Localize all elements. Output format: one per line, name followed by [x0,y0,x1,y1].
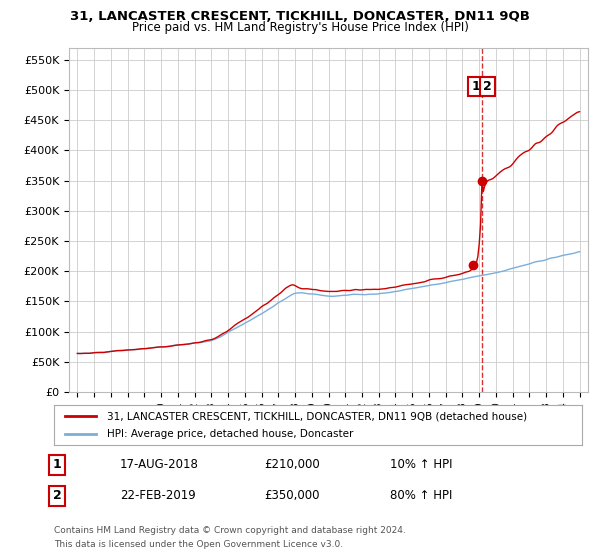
Text: HPI: Average price, detached house, Doncaster: HPI: Average price, detached house, Donc… [107,429,353,439]
Text: 17-AUG-2018: 17-AUG-2018 [120,458,199,472]
Text: £350,000: £350,000 [264,489,320,502]
Text: 31, LANCASTER CRESCENT, TICKHILL, DONCASTER, DN11 9QB (detached house): 31, LANCASTER CRESCENT, TICKHILL, DONCAS… [107,411,527,421]
Text: This data is licensed under the Open Government Licence v3.0.: This data is licensed under the Open Gov… [54,540,343,549]
Text: 22-FEB-2019: 22-FEB-2019 [120,489,196,502]
Text: 2: 2 [53,489,61,502]
Text: 10% ↑ HPI: 10% ↑ HPI [390,458,452,472]
Text: 80% ↑ HPI: 80% ↑ HPI [390,489,452,502]
Text: 31, LANCASTER CRESCENT, TICKHILL, DONCASTER, DN11 9QB: 31, LANCASTER CRESCENT, TICKHILL, DONCAS… [70,10,530,23]
Text: Contains HM Land Registry data © Crown copyright and database right 2024.: Contains HM Land Registry data © Crown c… [54,526,406,535]
Text: 1: 1 [53,458,61,472]
Text: 2: 2 [483,81,492,94]
Text: £210,000: £210,000 [264,458,320,472]
Text: Price paid vs. HM Land Registry's House Price Index (HPI): Price paid vs. HM Land Registry's House … [131,21,469,34]
Text: 1: 1 [471,81,480,94]
